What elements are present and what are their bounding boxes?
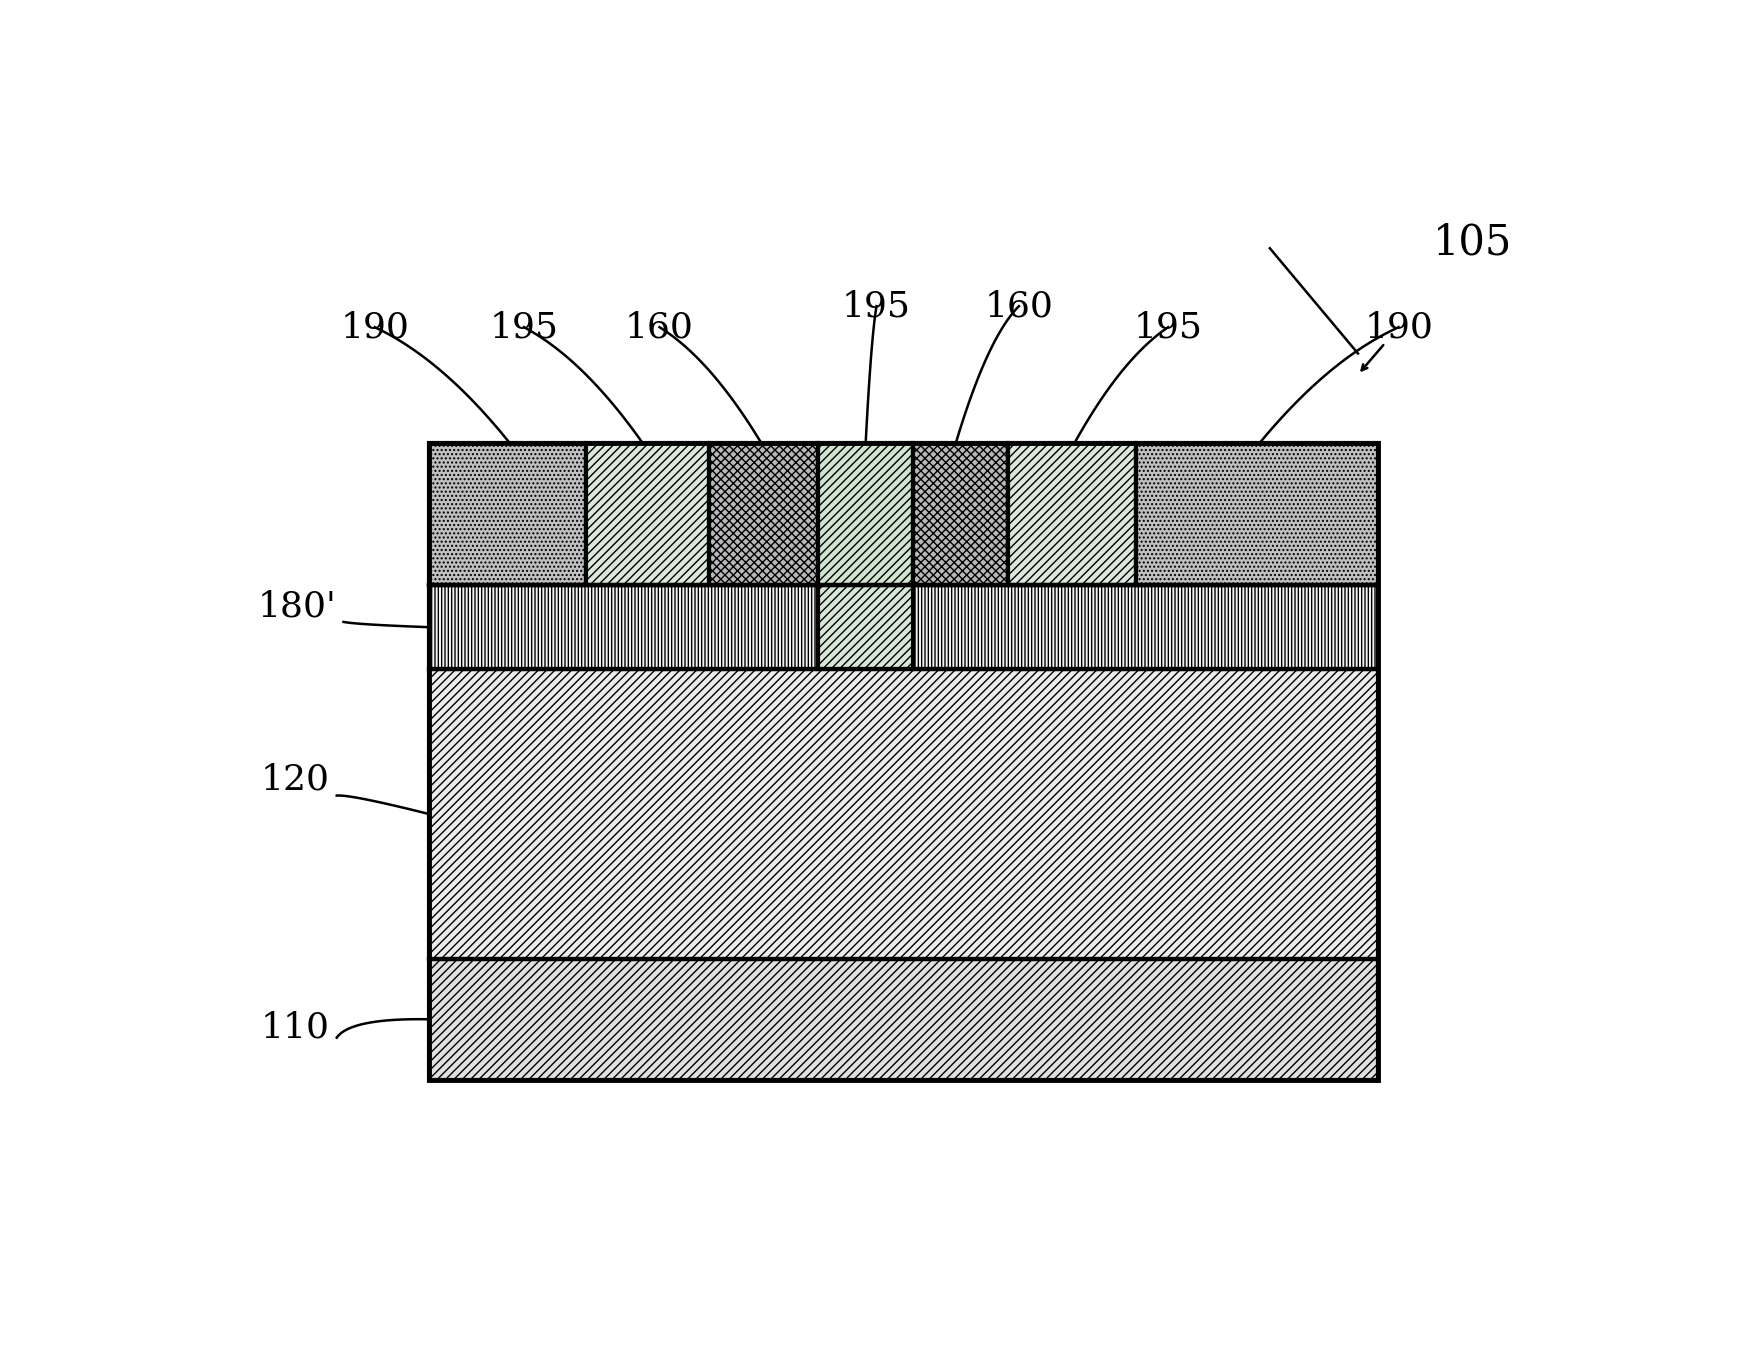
Bar	[429, 443, 1379, 1080]
Text: 160: 160	[985, 290, 1054, 323]
Bar	[429, 670, 1379, 958]
Text: 110: 110	[261, 1010, 331, 1044]
Bar	[914, 585, 1379, 670]
Bar	[709, 443, 819, 585]
Bar	[429, 958, 1379, 1080]
Text: 190: 190	[1365, 310, 1433, 344]
Text: 160: 160	[625, 310, 695, 344]
Bar	[429, 585, 819, 670]
Text: 195: 195	[842, 290, 912, 323]
Text: 105: 105	[1433, 221, 1512, 264]
Text: 120: 120	[261, 763, 331, 797]
Bar	[819, 443, 914, 585]
Bar	[1008, 443, 1136, 585]
Bar	[586, 443, 709, 585]
Bar	[429, 443, 586, 585]
Text: 180': 180'	[257, 589, 336, 623]
Text: 195: 195	[490, 310, 558, 344]
Bar	[914, 443, 1008, 585]
Bar	[819, 585, 914, 670]
Text: 190: 190	[340, 310, 410, 344]
Text: 195: 195	[1134, 310, 1202, 344]
Bar	[1136, 443, 1379, 585]
